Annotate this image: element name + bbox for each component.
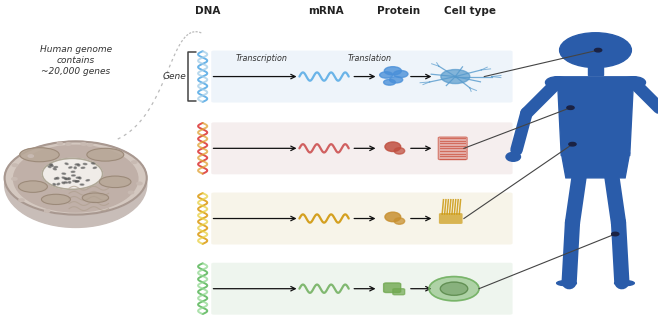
Circle shape	[13, 164, 18, 167]
Ellipse shape	[79, 177, 81, 179]
Circle shape	[128, 191, 134, 194]
Circle shape	[57, 142, 63, 145]
Ellipse shape	[75, 164, 79, 165]
Ellipse shape	[69, 167, 72, 168]
Ellipse shape	[506, 152, 520, 161]
Ellipse shape	[5, 141, 147, 215]
Ellipse shape	[76, 177, 80, 178]
Ellipse shape	[394, 148, 405, 154]
Ellipse shape	[54, 167, 57, 168]
Circle shape	[384, 79, 395, 85]
Ellipse shape	[81, 167, 85, 168]
Ellipse shape	[385, 212, 401, 222]
Circle shape	[384, 67, 401, 75]
Ellipse shape	[75, 181, 78, 182]
Ellipse shape	[41, 194, 70, 204]
Ellipse shape	[18, 181, 47, 192]
FancyBboxPatch shape	[211, 263, 513, 315]
Text: Translation: Translation	[348, 54, 392, 63]
Ellipse shape	[615, 281, 634, 286]
Ellipse shape	[66, 178, 69, 180]
Text: Transcription: Transcription	[236, 54, 288, 63]
Ellipse shape	[53, 168, 57, 170]
Ellipse shape	[57, 183, 60, 185]
FancyBboxPatch shape	[211, 193, 513, 245]
Circle shape	[132, 161, 137, 163]
Circle shape	[12, 178, 17, 180]
Ellipse shape	[72, 175, 75, 176]
Circle shape	[28, 155, 34, 157]
Text: mRNA: mRNA	[308, 6, 343, 16]
Ellipse shape	[68, 178, 70, 179]
Circle shape	[595, 48, 602, 52]
Circle shape	[611, 232, 619, 236]
Ellipse shape	[14, 145, 138, 212]
Ellipse shape	[68, 182, 70, 183]
Circle shape	[429, 277, 479, 301]
Ellipse shape	[78, 164, 80, 166]
Text: Human genome
contains
~20,000 genes: Human genome contains ~20,000 genes	[39, 45, 112, 76]
Circle shape	[567, 106, 574, 109]
Text: Gene: Gene	[163, 72, 186, 81]
Circle shape	[622, 77, 645, 88]
Circle shape	[390, 77, 403, 83]
Circle shape	[441, 70, 470, 84]
Ellipse shape	[82, 193, 109, 203]
Ellipse shape	[65, 163, 68, 165]
Circle shape	[440, 282, 468, 295]
Text: DNA: DNA	[195, 6, 220, 16]
Circle shape	[380, 72, 393, 78]
Ellipse shape	[55, 178, 57, 179]
Circle shape	[81, 143, 86, 145]
Ellipse shape	[91, 163, 95, 164]
Circle shape	[66, 143, 71, 145]
Circle shape	[137, 182, 142, 185]
Ellipse shape	[80, 184, 84, 185]
Ellipse shape	[63, 177, 65, 179]
Ellipse shape	[73, 180, 76, 182]
Ellipse shape	[62, 182, 64, 184]
Ellipse shape	[84, 163, 87, 165]
FancyBboxPatch shape	[384, 283, 401, 293]
Ellipse shape	[385, 142, 401, 152]
Circle shape	[545, 77, 569, 88]
Circle shape	[393, 70, 408, 78]
FancyBboxPatch shape	[588, 54, 603, 75]
FancyBboxPatch shape	[439, 213, 463, 224]
Polygon shape	[557, 77, 634, 155]
Ellipse shape	[394, 218, 405, 224]
Ellipse shape	[71, 171, 75, 172]
Ellipse shape	[76, 181, 79, 182]
Ellipse shape	[51, 165, 53, 167]
FancyBboxPatch shape	[211, 50, 513, 103]
Circle shape	[569, 142, 576, 146]
Ellipse shape	[87, 148, 124, 161]
Ellipse shape	[86, 180, 89, 181]
Ellipse shape	[64, 178, 67, 180]
Ellipse shape	[48, 166, 51, 167]
Ellipse shape	[74, 167, 76, 169]
Circle shape	[88, 144, 93, 146]
Ellipse shape	[557, 281, 576, 286]
Text: Cell type: Cell type	[444, 6, 497, 16]
Text: Protein: Protein	[376, 6, 420, 16]
Ellipse shape	[57, 177, 59, 179]
Ellipse shape	[20, 148, 59, 162]
Ellipse shape	[62, 173, 66, 174]
Ellipse shape	[93, 167, 97, 168]
FancyBboxPatch shape	[438, 137, 467, 160]
Polygon shape	[561, 152, 630, 178]
Circle shape	[45, 210, 50, 212]
Ellipse shape	[49, 164, 53, 166]
FancyBboxPatch shape	[393, 289, 405, 295]
Circle shape	[19, 199, 24, 201]
Ellipse shape	[42, 158, 103, 189]
Ellipse shape	[64, 182, 68, 183]
Circle shape	[559, 33, 632, 68]
FancyBboxPatch shape	[211, 122, 513, 174]
Ellipse shape	[5, 141, 147, 227]
Ellipse shape	[99, 176, 131, 188]
Ellipse shape	[53, 183, 55, 185]
